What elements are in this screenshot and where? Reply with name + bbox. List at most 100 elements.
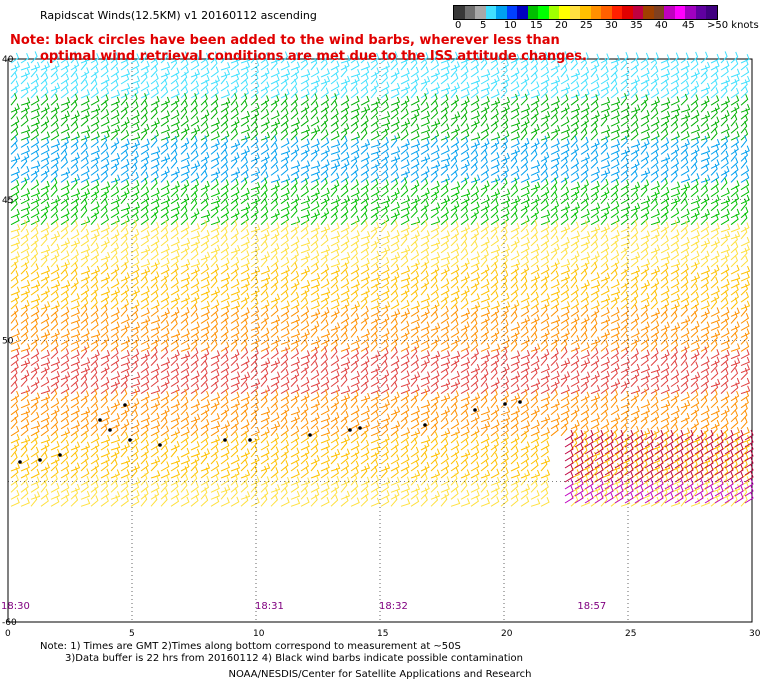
wind-barb <box>500 459 508 472</box>
wind-barb <box>550 86 559 99</box>
wind-barb <box>110 480 119 493</box>
wind-barb <box>100 319 109 331</box>
wind-barb <box>290 374 298 387</box>
wind-barb <box>430 312 439 324</box>
wind-barb <box>60 363 70 374</box>
wind-barb <box>180 455 191 465</box>
wind-barb <box>140 431 148 444</box>
wind-barb <box>90 179 100 191</box>
wind-barb <box>350 121 359 134</box>
wind-barb <box>704 436 714 448</box>
wind-barb <box>210 490 220 500</box>
wind-barb <box>310 391 320 402</box>
wind-barb <box>600 81 610 92</box>
wind-barb <box>660 153 671 162</box>
wind-barb <box>510 375 519 387</box>
wind-barb <box>380 313 390 324</box>
wind-barb <box>450 350 461 360</box>
wind-barb <box>380 201 390 212</box>
wind-barb <box>280 138 290 148</box>
wind-barb <box>90 440 100 451</box>
wind-barb <box>410 395 418 409</box>
wind-barb <box>520 59 529 71</box>
wind-barb <box>580 342 590 352</box>
wind-barb <box>160 480 168 493</box>
wind-barb <box>500 301 511 310</box>
wind-barb <box>490 165 500 176</box>
wind-barb <box>710 79 718 92</box>
wind-barb <box>180 228 189 240</box>
wind-barb <box>540 256 550 268</box>
wind-barb <box>340 95 350 106</box>
wind-barb <box>740 236 750 247</box>
wind-barb <box>200 495 209 507</box>
wind-barb <box>520 194 530 205</box>
wind-barb <box>130 277 139 289</box>
wind-barb <box>220 354 229 366</box>
wind-barb <box>130 116 140 127</box>
wind-barb <box>520 268 528 282</box>
wind-barb <box>160 166 170 176</box>
wind-barb <box>620 102 630 113</box>
wind-barb <box>420 144 430 155</box>
wind-barb <box>730 87 740 99</box>
wind-barb <box>620 319 629 331</box>
wind-barb <box>460 489 470 500</box>
wind-barb <box>674 471 684 483</box>
wind-barb <box>550 381 558 394</box>
wind-barb <box>130 101 139 113</box>
wind-barb <box>380 156 388 169</box>
wind-barb <box>380 446 390 458</box>
wind-barb <box>320 198 328 212</box>
wind-barb <box>330 439 339 451</box>
wind-barb <box>540 432 550 444</box>
wind-barb <box>120 228 129 240</box>
wind-barb <box>670 446 679 458</box>
wind-barb <box>600 340 609 352</box>
wind-barb <box>630 107 638 120</box>
wind-barb <box>560 339 568 352</box>
wind-barb <box>580 208 590 219</box>
wind-barb <box>390 461 400 472</box>
wind-barb <box>740 121 748 134</box>
wind-barb <box>250 256 259 268</box>
wind-barb <box>710 433 720 444</box>
wind-barb <box>100 143 109 155</box>
wind-barb <box>660 137 670 148</box>
wind-barb <box>674 485 684 497</box>
wind-barb <box>330 122 339 134</box>
wind-barb <box>690 241 699 254</box>
wind-barb <box>690 299 700 310</box>
wind-barb <box>290 136 299 148</box>
wind-barb <box>720 496 730 507</box>
wind-barb <box>70 206 79 219</box>
wind-barb <box>320 226 328 240</box>
wind-barb <box>280 300 290 310</box>
wind-barb <box>460 357 471 367</box>
wind-barb <box>380 61 390 71</box>
wind-barb <box>740 79 748 92</box>
wind-barb <box>110 242 120 254</box>
wind-barb <box>190 163 198 176</box>
wind-barb <box>740 283 749 296</box>
wind-barb <box>30 129 40 141</box>
wind-barb <box>440 198 448 212</box>
wind-barb <box>590 392 601 402</box>
wind-barb <box>700 146 711 155</box>
wind-barb <box>50 122 60 134</box>
wind-barb <box>270 74 280 85</box>
wind-barb <box>520 411 530 423</box>
wind-barb <box>160 475 170 486</box>
wind-barb <box>570 431 579 444</box>
wind-barb <box>340 79 348 92</box>
wind-barb <box>180 128 188 141</box>
wind-barb <box>700 307 710 317</box>
wind-barb <box>290 72 299 85</box>
wind-barb <box>550 128 559 141</box>
wind-barb <box>100 355 110 367</box>
wind-barb <box>190 93 198 106</box>
wind-barb <box>130 286 140 296</box>
wind-barb <box>120 68 131 78</box>
wind-barb <box>660 54 670 64</box>
wind-barb <box>734 464 744 476</box>
